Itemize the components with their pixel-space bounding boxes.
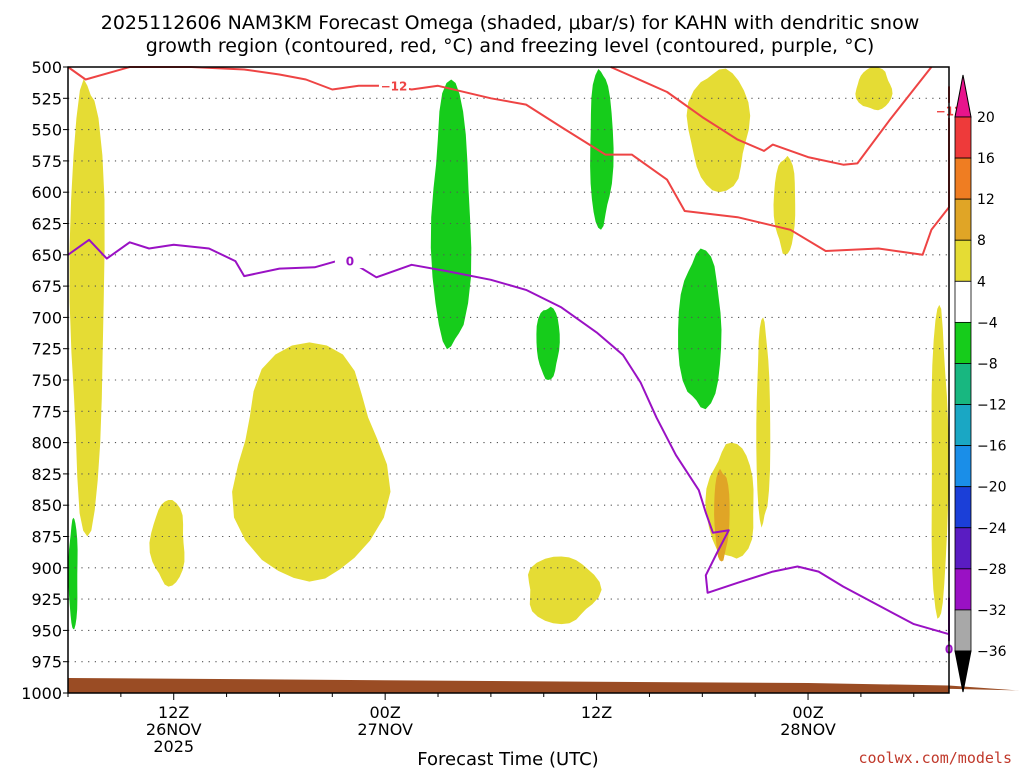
- y-tick-label: 850: [31, 496, 62, 515]
- colorbar-bottom-arrow: [954, 650, 972, 693]
- y-tick-label: 950: [31, 621, 62, 640]
- colorbar-top-arrow: [954, 74, 972, 118]
- y-tick-label: 525: [31, 89, 62, 108]
- ground-surface: [68, 677, 1020, 693]
- colorbar-bin: [954, 239, 972, 282]
- contour-label-background: [334, 253, 365, 269]
- omega-region-upward: [232, 342, 391, 582]
- colorbar-tick-label: −12: [977, 398, 1007, 414]
- y-tick-label: 975: [31, 653, 62, 672]
- contour-label-background: [378, 77, 409, 93]
- omega-region-upward: [714, 468, 730, 562]
- omega-region-upward: [686, 68, 751, 193]
- colorbar-bin: [954, 280, 972, 323]
- y-tick-label: 650: [31, 246, 62, 265]
- y-tick-label: 700: [31, 308, 62, 327]
- colorbar-tick-label: −24: [977, 521, 1007, 537]
- colorbar-bin: [954, 404, 972, 447]
- x-tick-label: 26NOV: [146, 720, 202, 739]
- omega-region-downward: [678, 248, 722, 410]
- omega-region-upward: [756, 317, 771, 528]
- colorbar-bin: [954, 157, 972, 200]
- omega-region-upward: [149, 500, 185, 587]
- colorbar-bin: [954, 321, 972, 364]
- colorbar-bin: [954, 363, 972, 405]
- y-tick-label: 1000: [21, 684, 62, 703]
- colorbar-tick-label: −28: [977, 562, 1007, 578]
- freezing-level-line: [67, 238, 950, 651]
- colorbar-tick-label: −4: [977, 315, 998, 331]
- omega-region-downward: [68, 517, 78, 630]
- colorbar-tick-label: 20: [977, 110, 995, 126]
- y-axis: 500 525 550 575 600 625 650 675 700 725 750 775 800 8…: [21, 58, 68, 703]
- colorbar-tick-label: −8: [977, 356, 998, 372]
- chart-title-line-1: 2025112606 NAM3KM Forecast Omega (shaded…: [101, 12, 920, 34]
- y-tick-label: 500: [31, 58, 62, 77]
- credit-text: coolwx.com/models: [858, 749, 1012, 767]
- y-tick-label: 925: [31, 590, 62, 609]
- y-tick-label: 800: [31, 434, 62, 453]
- omega-region-upward: [69, 79, 105, 537]
- omega-shading-layer: [68, 67, 949, 630]
- x-tick-label: 12Z: [158, 703, 189, 722]
- colorbar-bin: [954, 116, 972, 159]
- contour-label: 0: [346, 255, 354, 269]
- colorbar-tick-label: −20: [977, 480, 1007, 496]
- omega-region-upward: [855, 67, 893, 111]
- colorbar-tick-label: 16: [977, 151, 995, 167]
- y-tick-label: 900: [31, 559, 62, 578]
- chart-title-line-2: growth region (contoured, red, °C) and f…: [146, 35, 875, 57]
- colorbar-tick-label: −36: [977, 644, 1007, 660]
- x-tick-label: 12Z: [581, 703, 612, 722]
- y-tick-label: 600: [31, 183, 62, 202]
- y-tick-label: 825: [31, 465, 62, 484]
- plot-background: [68, 67, 949, 693]
- y-tick-label: 575: [31, 152, 62, 171]
- y-tick-label: 750: [31, 371, 62, 390]
- y-tick-label: 625: [31, 215, 62, 234]
- colorbar-bin: [954, 568, 972, 611]
- colorbar-tick-label: 8: [977, 233, 986, 249]
- colorbar-tick-label: 12: [977, 192, 995, 208]
- x-tick-label: 00Z: [792, 703, 823, 722]
- x-axis-label: Forecast Time (UTC): [417, 749, 598, 768]
- x-tick-label: 2025: [153, 737, 194, 756]
- ground-layer: [68, 677, 1020, 693]
- colorbar-tick-label: 4: [977, 274, 986, 290]
- colorbar-bin: [954, 198, 972, 241]
- x-tick-label: 27NOV: [357, 720, 413, 739]
- colorbar: 20 16 12 8 4 −4 −8 −12 −16 −20 −24 −28 −32 −36: [954, 74, 1007, 693]
- y-tick-label: 675: [31, 277, 62, 296]
- dgz-contour-line: [610, 66, 933, 166]
- colorbar-tick-label: −32: [977, 603, 1007, 619]
- y-tick-label: 775: [31, 402, 62, 421]
- omega-region-upward: [931, 304, 949, 619]
- x-tick-label: 28NOV: [780, 720, 836, 739]
- y-tick-label: 725: [31, 340, 62, 359]
- colorbar-bin: [954, 445, 972, 488]
- omega-region-downward: [590, 69, 614, 230]
- omega-region-upward: [528, 556, 602, 625]
- contour-label: −12: [381, 79, 408, 93]
- omega-region-downward: [536, 306, 560, 380]
- colorbar-bin: [954, 609, 972, 652]
- omega-region-downward: [430, 79, 472, 350]
- y-tick-label: 875: [31, 528, 62, 547]
- colorbar-bin: [954, 527, 972, 570]
- y-tick-label: 550: [31, 121, 62, 140]
- colorbar-tick-label: −16: [977, 439, 1007, 455]
- x-tick-label: 00Z: [369, 703, 400, 722]
- colorbar-bin: [954, 486, 972, 529]
